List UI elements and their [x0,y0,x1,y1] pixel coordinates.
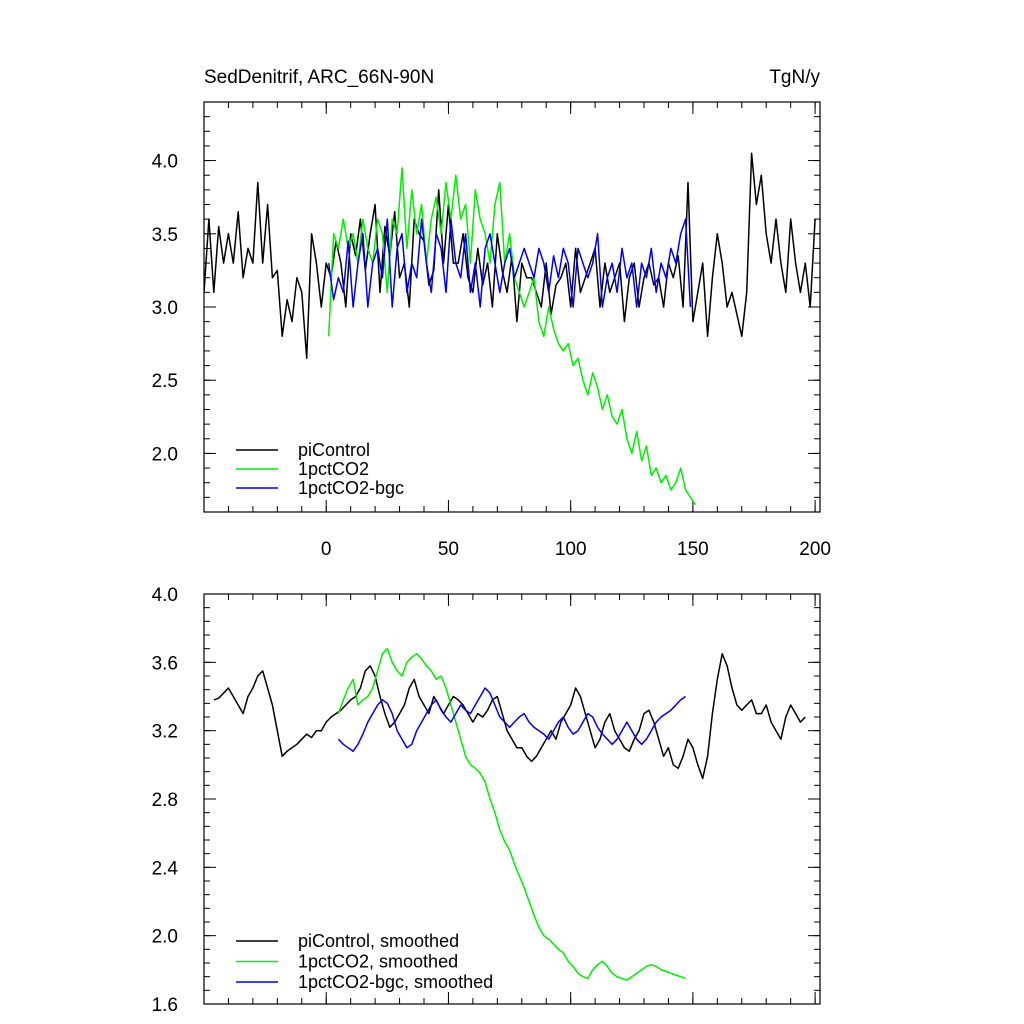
y-tick-label: 3.5 [152,225,178,246]
y-tick-label: 2.0 [152,927,178,948]
x-tick-label: 200 [799,539,831,560]
legend-label: 1pctCO2 [298,459,369,479]
plot-frame [203,593,821,1005]
x-tick-label: 0 [321,539,332,560]
chart-title: SedDenitrif, ARC_66N-90N [204,67,434,88]
series-group [204,152,816,506]
series-line [327,218,692,308]
legend-label: 1pctCO2-bgc [298,478,404,498]
y-tick-label: 2.4 [152,858,179,879]
legend-label: piControl [298,440,370,460]
top-panel: 0 50 100 150 2002.02.53.03.54.0piControl1pct… [152,101,831,560]
legend-label: 1pctCO2, smoothed [298,952,458,972]
y-tick-label: 4.0 [152,152,178,173]
legend-label: 1pctCO2-bgc, smoothed [298,972,493,992]
y-tick-label: 3.0 [152,298,178,319]
x-tick-label: 150 [677,539,709,560]
series-line [213,653,806,780]
series-line [337,687,687,752]
y-tick-label: 3.2 [152,722,178,743]
x-tick-label: 100 [555,539,587,560]
bottom-panel: 1.6 2.0 2.4 2.8 3.2 3.6 4.0 piControl, smoothed… [152,585,821,1016]
y-tick-label: 3.6 [152,653,178,674]
series-group [213,647,806,981]
y-tick-label: 2.0 [152,444,178,465]
legend-label: piControl, smoothed [298,931,459,951]
y-tick-label: 4.0 [152,585,178,606]
series-line [204,152,816,360]
y-tick-label: 2.8 [152,790,178,811]
units-label: TgN/y [769,67,820,88]
x-tick-label: 50 [438,539,459,560]
series-line [327,167,696,506]
y-tick-label: 1.6 [152,995,178,1016]
y-tick-label: 2.5 [152,371,178,392]
series-line [337,647,686,981]
